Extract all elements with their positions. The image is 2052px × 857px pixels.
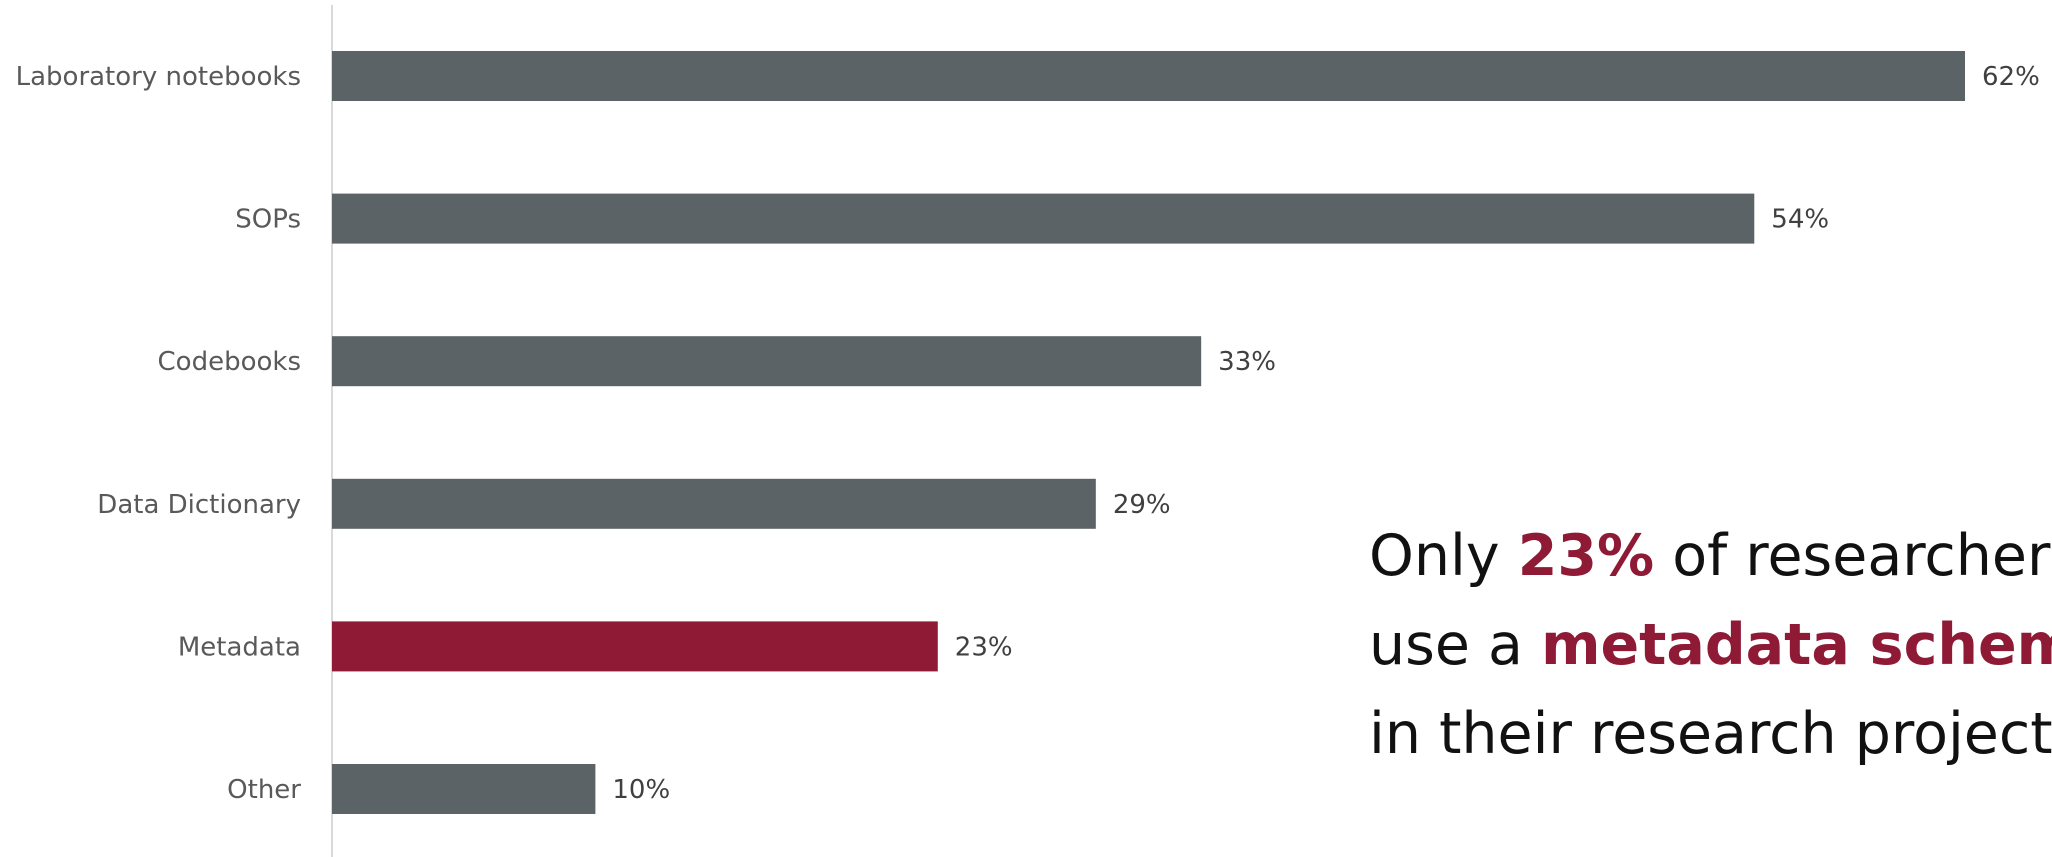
category-label-other: Other bbox=[227, 775, 301, 805]
bar-sops bbox=[332, 193, 1755, 244]
callout-text: Only 23% of researchers use a metadata s… bbox=[1369, 512, 2052, 779]
value-label-codebooks: 33% bbox=[1218, 347, 1276, 377]
value-label-sops: 54% bbox=[1771, 205, 1829, 235]
bar-other bbox=[332, 764, 596, 814]
callout-line-1-post: of researchers bbox=[1654, 523, 2052, 589]
callout-line-3: in their research projects. bbox=[1369, 701, 2052, 767]
callout-line-2-pre: use a bbox=[1369, 612, 1542, 678]
bar-data-dictionary bbox=[332, 478, 1096, 529]
category-label-codebooks: Codebooks bbox=[158, 347, 301, 377]
category-label-metadata: Metadata bbox=[178, 632, 301, 662]
value-label-other: 10% bbox=[612, 775, 670, 805]
callout-line-2: use a metadata schema bbox=[1369, 601, 2052, 690]
callout-line-1-pre: Only bbox=[1369, 523, 1518, 589]
bar-metadata bbox=[332, 621, 938, 672]
category-label-data-dictionary: Data Dictionary bbox=[97, 490, 301, 520]
bar-codebooks bbox=[332, 336, 1202, 387]
category-label-sops: SOPs bbox=[235, 205, 301, 235]
category-label-laboratory-notebooks: Laboratory notebooks bbox=[16, 62, 301, 92]
bar-laboratory-notebooks bbox=[332, 51, 1965, 101]
callout-highlight-term: metadata schema bbox=[1541, 612, 2052, 678]
value-label-laboratory-notebooks: 62% bbox=[1982, 62, 2040, 92]
value-label-metadata: 23% bbox=[955, 632, 1013, 662]
callout-highlight-percent: 23% bbox=[1517, 523, 1655, 589]
value-label-data-dictionary: 29% bbox=[1113, 490, 1171, 520]
callout-line-1: Only 23% of researchers bbox=[1369, 512, 2052, 601]
